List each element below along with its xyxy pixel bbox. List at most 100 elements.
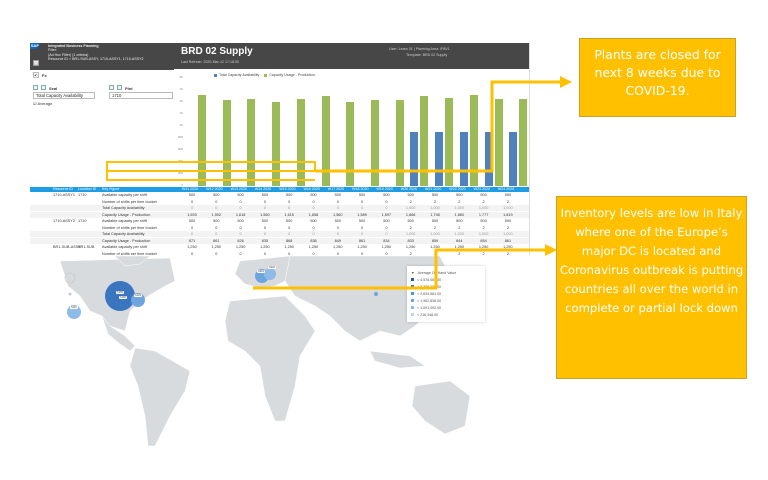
cell-value[interactable]: 1,560 [333, 212, 343, 217]
cell-value[interactable]: 500 [188, 193, 196, 197]
column-header[interactable]: Location ID [78, 187, 97, 191]
cell-value[interactable]: 0 [263, 199, 266, 204]
cell-value[interactable]: 500 [310, 219, 317, 223]
cell-value[interactable]: 2 [482, 251, 485, 256]
cell-value[interactable]: 500 [334, 193, 341, 197]
cell-value[interactable]: 2 [409, 251, 412, 256]
cell-value[interactable]: 0 [215, 199, 218, 204]
cell-value[interactable]: 1,560 [260, 212, 270, 217]
cell-value[interactable]: 2 [458, 199, 461, 204]
cell-value[interactable]: 1,250 [308, 245, 319, 249]
cell-value[interactable]: 0 [361, 232, 364, 236]
cell-value[interactable]: 2 [506, 199, 509, 204]
cell-value[interactable]: 1,000 [478, 206, 489, 210]
cell-location-id[interactable]: 1710 [78, 219, 87, 223]
cell-value[interactable]: 2 [433, 225, 437, 230]
column-header[interactable]: W22 2020 [449, 187, 466, 191]
column-header[interactable]: W16 2020 [303, 187, 320, 191]
column-header[interactable]: W20 2020 [400, 187, 418, 191]
cell-value[interactable]: 0 [361, 251, 364, 256]
map-legend-item[interactable]: < 1,091,092.00 [411, 304, 481, 311]
column-header[interactable]: W15 2020 [279, 187, 296, 191]
cell-value[interactable]: 2 [458, 225, 461, 230]
cell-value[interactable]: 2 [433, 251, 437, 256]
column-header[interactable]: W18 2020 [352, 187, 369, 191]
cell-value[interactable]: 1,000 [478, 232, 489, 236]
cell-value[interactable]: 500 [261, 219, 269, 223]
cell-value[interactable]: 500 [480, 193, 487, 197]
cell-value[interactable]: 500 [504, 219, 512, 223]
cell-value[interactable]: 826 [237, 238, 244, 243]
column-header[interactable]: Key Figure [102, 187, 120, 191]
cell-resource-id[interactable]: 1710-ASSY2 [53, 219, 75, 223]
cell-value[interactable]: 1,250 [454, 245, 465, 249]
settings-icon[interactable] [33, 85, 38, 90]
close-icon-2[interactable] [117, 85, 122, 90]
cell-value[interactable]: 500 [407, 219, 414, 223]
cell-key-figure[interactable]: Available capacity per shift [102, 245, 147, 249]
cell-value[interactable]: 849 [334, 238, 341, 243]
cell-value[interactable]: 1,618 [235, 212, 246, 217]
cell-value[interactable]: 0 [361, 199, 364, 204]
bar-usage[interactable] [445, 98, 454, 186]
cell-value[interactable]: 1,000 [454, 206, 465, 210]
cell-value[interactable]: 500 [213, 193, 220, 197]
cell-value[interactable]: 0 [312, 199, 315, 204]
cell-value[interactable]: 2 [409, 225, 412, 230]
cell-value[interactable]: 0 [336, 232, 339, 236]
cell-value[interactable]: 1,798 [430, 212, 440, 217]
bar-availability[interactable] [435, 132, 444, 186]
cell-value[interactable]: 500 [383, 193, 390, 197]
map-legend-item[interactable]: < 2,834,581.00 [411, 290, 481, 297]
cell-value[interactable]: 861 [358, 238, 366, 243]
bubble-asia[interactable] [374, 292, 378, 296]
bar-usage[interactable] [321, 96, 330, 186]
cell-value[interactable]: 1,777 [478, 212, 489, 217]
cell-value[interactable]: 1,589 [357, 212, 367, 217]
cell-value[interactable]: 0 [215, 251, 218, 256]
plant-input[interactable]: 1710 [109, 92, 173, 99]
cell-value[interactable]: 0 [190, 251, 194, 256]
cell-value[interactable]: 0 [385, 251, 388, 256]
cell-value[interactable]: 500 [188, 219, 196, 223]
cell-value[interactable]: 0 [336, 206, 339, 210]
bar-usage[interactable] [198, 94, 206, 186]
bar-usage[interactable] [247, 98, 256, 186]
cell-value[interactable]: 0 [288, 225, 291, 230]
cell-key-figure[interactable]: Number of shifts per time bucket [102, 251, 157, 256]
cell-value[interactable]: 1,880 [454, 212, 465, 217]
cell-value[interactable]: 835 [261, 238, 269, 243]
cell-value[interactable]: 838 [310, 238, 317, 243]
cell-key-figure[interactable]: Total Capacity Availability [102, 206, 145, 210]
cell-value[interactable]: 1,250 [235, 245, 246, 249]
cell-value[interactable]: 1,000 [405, 206, 416, 210]
cell-value[interactable]: 500 [456, 193, 463, 197]
cell-value[interactable]: 0 [361, 225, 364, 230]
map-zoom-control[interactable] [68, 292, 72, 296]
cell-value[interactable]: 1,592 [211, 212, 222, 217]
cell-value[interactable]: 1,658 [308, 212, 319, 217]
cell-value[interactable]: 2 [433, 199, 437, 204]
bar-usage[interactable] [371, 100, 379, 186]
cell-value[interactable]: 0 [190, 206, 194, 210]
bar-availability[interactable] [410, 132, 419, 186]
cell-value[interactable]: 0 [190, 232, 194, 236]
cell-resource-id[interactable]: 1710-ASSY1 [53, 193, 75, 197]
undo-button[interactable]: ↶ [33, 72, 39, 78]
cell-value[interactable]: 500 [456, 219, 463, 223]
cell-value[interactable]: 0 [215, 232, 218, 236]
cell-value[interactable]: 0 [215, 206, 218, 210]
cell-value[interactable]: 833 [407, 238, 414, 243]
cell-value[interactable]: 0 [385, 206, 388, 210]
cell-value[interactable]: 1,250 [260, 245, 270, 249]
bar-usage[interactable] [346, 101, 355, 186]
cell-value[interactable]: 0 [312, 232, 315, 236]
cell-value[interactable]: 0 [239, 251, 242, 256]
average-checkbox[interactable]: ☑ Average [33, 101, 53, 106]
cell-location-id[interactable]: 1710 [78, 193, 87, 197]
cell-value[interactable]: 2 [506, 251, 509, 256]
cell-value[interactable]: 868 [286, 238, 293, 243]
cell-value[interactable]: 0 [385, 232, 388, 236]
cell-value[interactable]: 500 [237, 193, 244, 197]
cell-value[interactable]: 1,250 [284, 245, 294, 249]
